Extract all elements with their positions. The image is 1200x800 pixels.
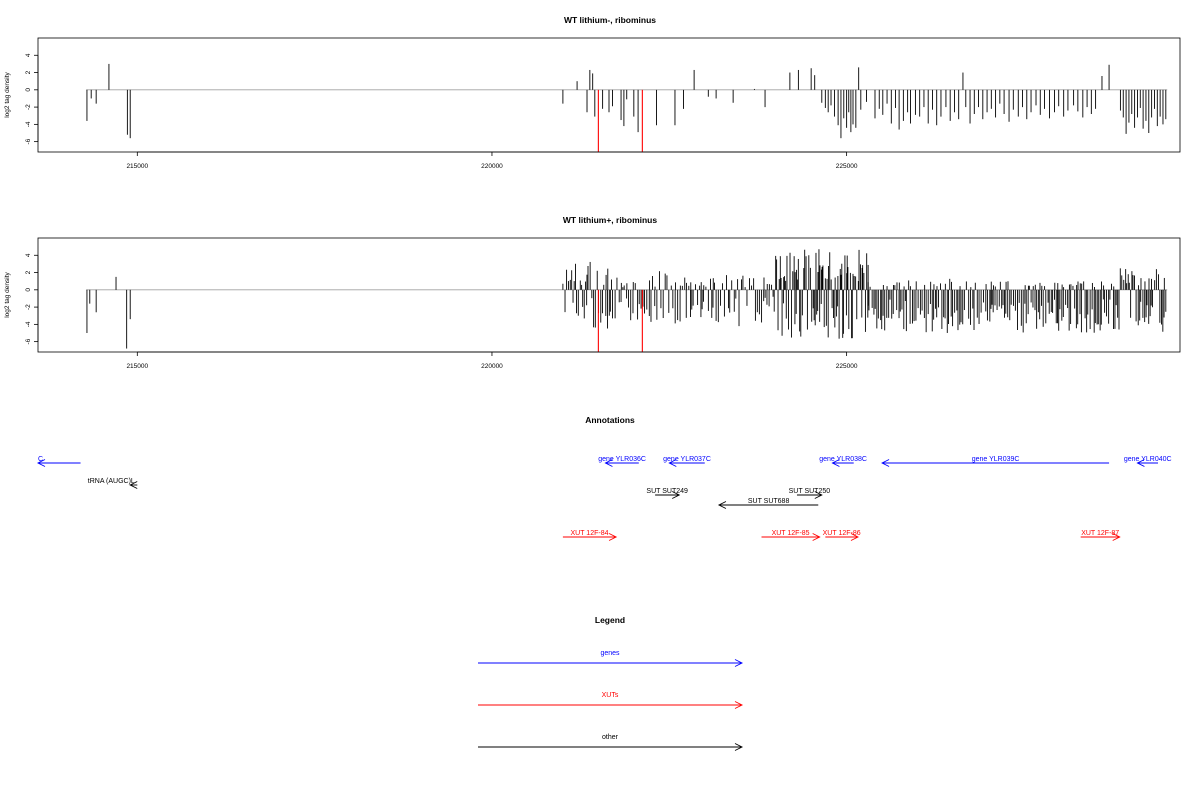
arrowhead-icon — [717, 501, 727, 509]
annotation-label: gene YLR036C — [598, 456, 646, 463]
panel-wt-lithium-plus: WT lithium+, ribominus log2 tag density … — [4, 215, 1181, 370]
legend-entry-gene: genes — [478, 650, 744, 667]
arrowhead-icon — [129, 481, 138, 489]
y-tick-label: 0 — [25, 88, 32, 92]
annotation-gene: gene YLR039C — [881, 456, 1110, 467]
annotation-xut: XUT 12F-85 — [761, 530, 821, 541]
annotation-xut: XUT 12F-84 — [562, 530, 618, 541]
arrowhead-icon — [734, 659, 744, 667]
y-axis-label: log2 tag density — [4, 271, 11, 317]
y-tick-label: -6 — [25, 138, 32, 144]
y-tick-label: 2 — [25, 270, 32, 274]
arrowhead-icon — [668, 459, 677, 467]
annotation-label: gene YLR037C — [663, 456, 711, 463]
arrowhead-icon — [881, 459, 890, 467]
y-tick-label: 0 — [25, 288, 32, 292]
arrowhead-icon — [831, 459, 840, 467]
y-axis: 4 2 0 -2 -4 -6 — [25, 253, 39, 345]
annotation-label: C — [38, 456, 43, 463]
annotations-title: Annotations — [585, 415, 635, 425]
annotation-label: XUT 12F-85 — [772, 530, 810, 537]
legend-entries: genes XUTs other — [478, 650, 744, 751]
legend-label: genes — [600, 650, 620, 657]
panel-title: WT lithium+, ribominus — [563, 215, 657, 225]
arrowhead-icon — [734, 743, 744, 751]
annotation-other: SUT SUT249 — [646, 488, 688, 499]
legend-panel: Legend genes XUTs other — [478, 615, 744, 751]
annotation-label: gene YLR040C — [1124, 456, 1172, 463]
y-tick-label: -4 — [25, 121, 32, 127]
panel-wt-lithium-minus: WT lithium-, ribominus log2 tag density … — [4, 15, 1181, 170]
legend-label: other — [602, 734, 619, 741]
x-axis: 215000 220000 225000 — [126, 151, 858, 170]
annotation-gene: gene YLR038C — [819, 456, 867, 467]
arrowhead-icon — [734, 701, 744, 709]
annotation-label: SUT SUT688 — [748, 498, 790, 505]
arrowhead-icon — [850, 533, 859, 541]
annotation-gene: gene YLR037C — [663, 456, 711, 467]
annotation-label: gene YLR038C — [819, 456, 867, 463]
y-tick-label: -6 — [25, 338, 32, 344]
arrowhead-icon — [1136, 459, 1145, 467]
annotation-gene: gene YLR036C — [598, 456, 646, 467]
annotation-label: tRNA (AUGC)L — [88, 478, 135, 485]
annotation-label: gene YLR039C — [972, 456, 1020, 463]
y-axis: 4 2 0 -2 -4 -6 — [25, 53, 39, 145]
y-tick-label: -2 — [25, 304, 32, 310]
arrowhead-icon — [812, 533, 821, 541]
annotation-other: SUT SUT688 — [717, 498, 819, 509]
annotation-label: SUT SUT250 — [789, 488, 831, 495]
arrowhead-icon — [36, 459, 46, 467]
arrowhead-icon — [604, 459, 613, 467]
legend-label: XUTs — [602, 692, 619, 699]
y-tick-label: -2 — [25, 104, 32, 110]
y-tick-label: 4 — [25, 253, 32, 257]
annotation-label: SUT SUT249 — [646, 488, 688, 495]
x-tick-label: 215000 — [126, 163, 148, 170]
bars-layer — [86, 249, 1168, 352]
arrowhead-icon — [672, 491, 681, 499]
bars-layer — [86, 63, 1168, 152]
panel-title: WT lithium-, ribominus — [564, 15, 656, 25]
x-tick-label: 220000 — [481, 363, 503, 370]
annotation-gene: gene YLR040C — [1124, 456, 1172, 467]
x-tick-label: 220000 — [481, 163, 503, 170]
arrowhead-icon — [608, 533, 618, 541]
annotation-label: XUT 12F-87 — [1081, 530, 1119, 537]
x-axis: 215000 220000 225000 — [126, 351, 858, 370]
legend-title: Legend — [595, 615, 625, 625]
y-tick-label: 2 — [25, 70, 32, 74]
annotations-panel: Annotations gene YLR036C gene YLR037C gene… — [36, 415, 1172, 541]
annotation-label: XUT 12F-86 — [823, 530, 861, 537]
x-tick-label: 225000 — [836, 363, 858, 370]
annotation-xut: XUT 12F-86 — [823, 530, 861, 541]
annotation-xut: XUT 12F-87 — [1080, 530, 1121, 541]
legend-entry-xut: XUTs — [478, 692, 744, 709]
annotation-label: XUT 12F-84 — [570, 530, 608, 537]
arrowhead-icon — [814, 491, 823, 499]
y-axis-label: log2 tag density — [4, 71, 11, 117]
annotation-other: SUT SUT250 — [789, 488, 831, 499]
annotation-other: tRNA (AUGC)L — [88, 478, 138, 489]
x-tick-label: 215000 — [126, 363, 148, 370]
arrowhead-icon — [1112, 533, 1121, 541]
y-tick-label: -4 — [25, 321, 32, 327]
annotation-tracks: gene YLR036C gene YLR037C gene YLR038C gene… — [36, 456, 1172, 541]
y-tick-label: 4 — [25, 53, 32, 57]
annotation-gene: C — [36, 456, 81, 467]
legend-entry-other: other — [478, 734, 744, 751]
x-tick-label: 225000 — [836, 163, 858, 170]
